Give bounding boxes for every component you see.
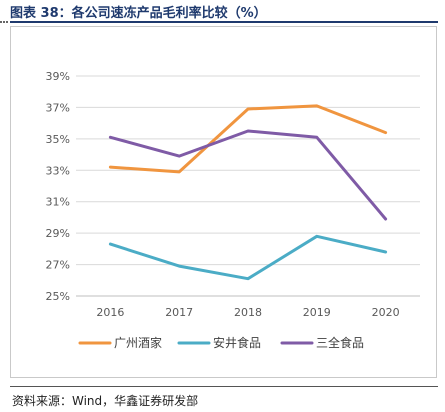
y-tick-label: 31% — [46, 196, 70, 209]
legend-label: 三全食品 — [316, 335, 364, 350]
y-tick-label: 37% — [46, 101, 70, 114]
gridlines — [76, 75, 420, 266]
title-rule — [10, 21, 438, 23]
y-tick-label: 29% — [46, 227, 70, 240]
title-rule-dash — [0, 21, 8, 23]
series-line-3 — [108, 129, 388, 221]
x-tick-label: 2017 — [165, 306, 193, 319]
y-tick-label: 25% — [46, 290, 70, 303]
x-tick-label: 2019 — [303, 306, 331, 319]
legend-label: 广州酒家 — [114, 335, 162, 350]
legend-label: 安井食品 — [213, 335, 261, 350]
x-tick-label: 2016 — [96, 306, 124, 319]
source-rule — [10, 386, 438, 387]
y-tick-label: 35% — [46, 133, 70, 146]
chart-frame — [10, 26, 437, 378]
axes: 25% 27% 29% 31% 33% 35% 37% 39% 2016 2017 2018 2019… — [46, 70, 420, 319]
y-tick-label: 27% — [46, 259, 70, 272]
source-note: 资料来源：Wind，华鑫证券研发部 — [12, 394, 199, 408]
y-tick-label: 33% — [46, 164, 70, 177]
x-tick-label: 2018 — [234, 306, 262, 319]
series-line-1 — [108, 104, 388, 174]
series-lines — [108, 104, 388, 281]
series-line-2 — [108, 234, 388, 281]
legend: 广州酒家 安井食品 三全食品 — [78, 335, 364, 350]
figure-title: 图表 38：各公司速冻产品毛利率比较（%） — [10, 6, 267, 21]
x-tick-label: 2020 — [372, 306, 400, 319]
y-tick-label: 39% — [46, 70, 70, 83]
